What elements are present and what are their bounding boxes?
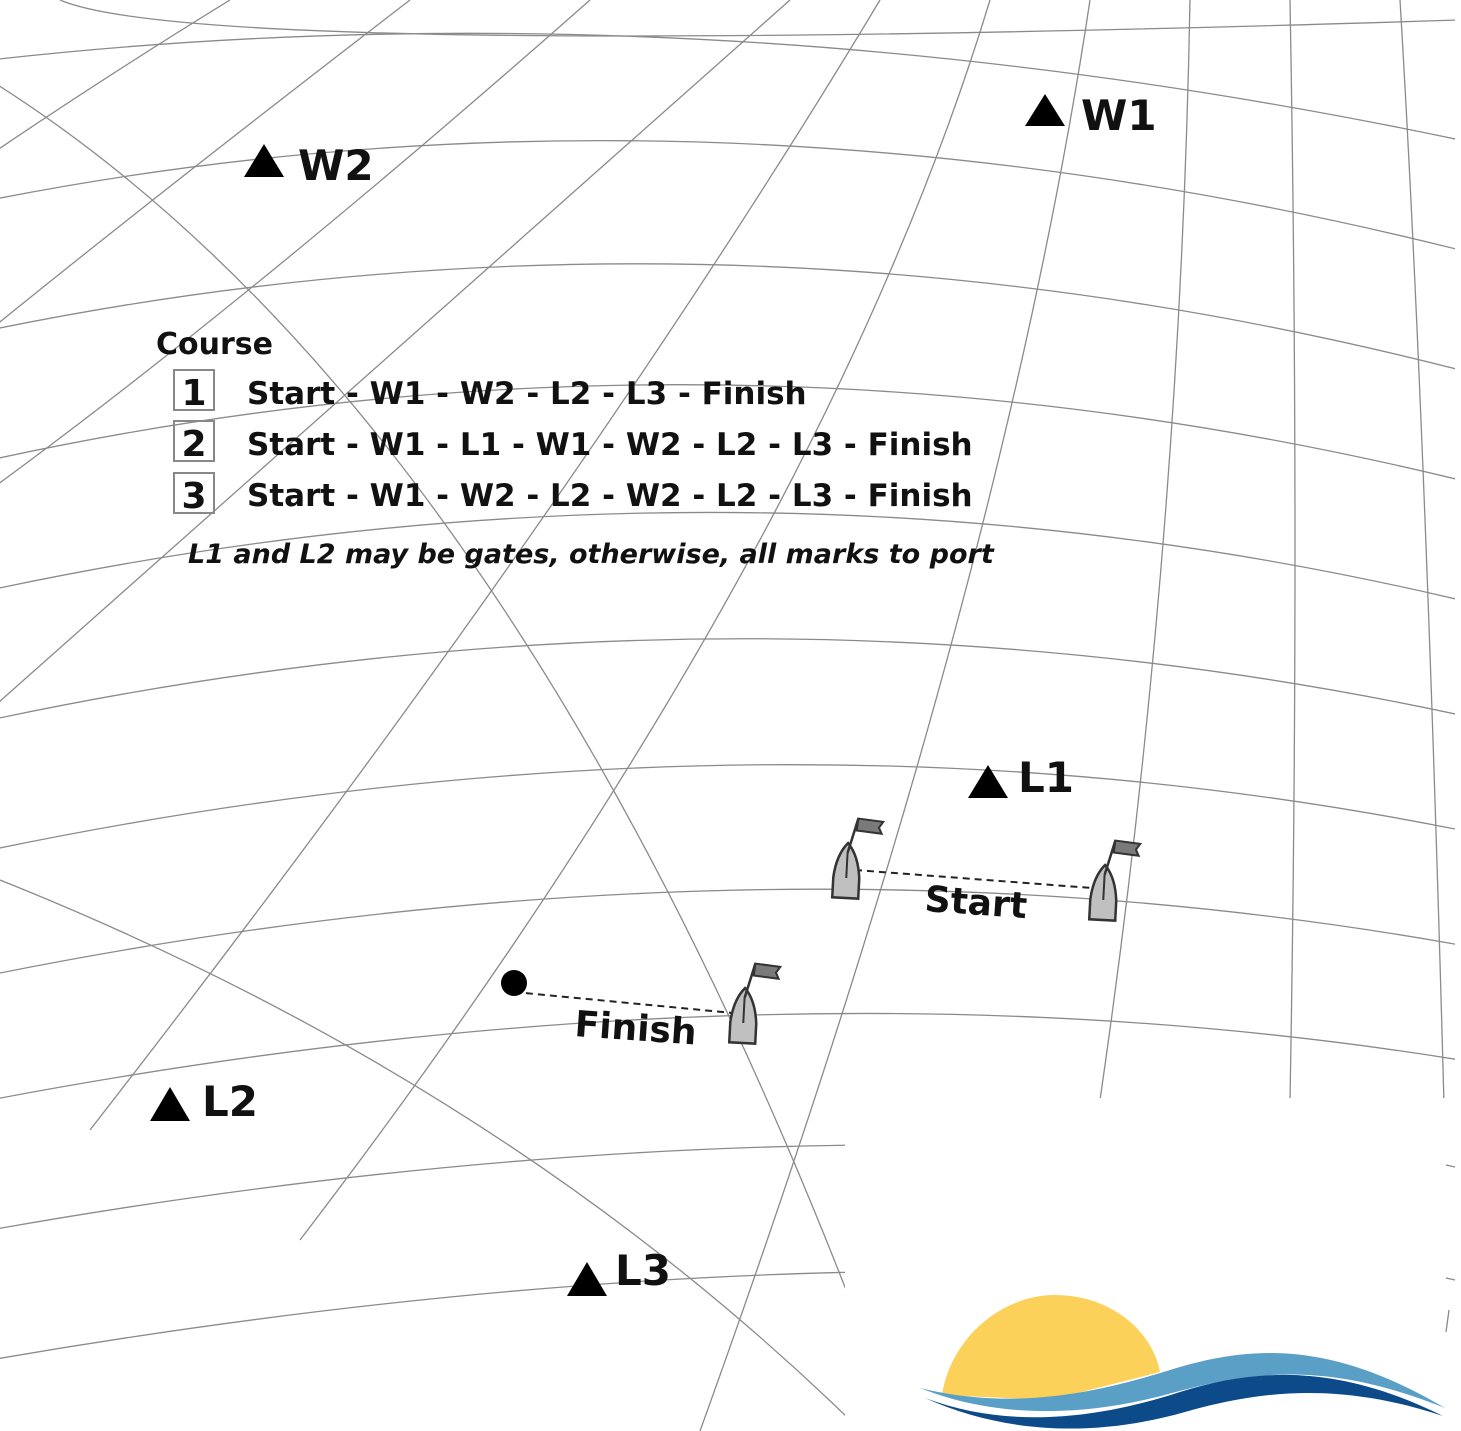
course-legend: Course 1 Start - W1 - W2 - L2 - L3 - Fin… — [156, 327, 995, 570]
mark-label-w2: W2 — [298, 141, 374, 190]
mark-w2: W2 — [244, 141, 374, 190]
course-number: 2 — [181, 424, 206, 465]
grid-line — [299, 0, 991, 1241]
mark-label-l1: L1 — [1018, 753, 1074, 802]
grid-line — [0, 263, 1455, 371]
grid-line — [0, 764, 1455, 851]
wave-light-icon — [920, 1352, 1445, 1412]
triangle-mark-icon — [244, 144, 284, 177]
grid-line — [0, 79, 851, 1301]
grid-line — [0, 511, 1455, 601]
course-route: Start - W1 - L1 - W1 - W2 - L2 - L3 - Fi… — [247, 427, 973, 463]
wave-dark-icon — [925, 1374, 1443, 1429]
sun-wave-logo — [920, 1295, 1445, 1429]
mark-label-l3: L3 — [615, 1246, 671, 1295]
start-line — [854, 869, 1093, 889]
edge-ticks — [1445, 1164, 1456, 1333]
course-note: L1 and L2 may be gates, otherwise, all m… — [188, 539, 995, 570]
grid-line — [699, 0, 1091, 1431]
finish-label: Finish — [573, 1004, 698, 1053]
grid-line — [0, 0, 591, 491]
course-number-box — [173, 472, 215, 514]
mark-l1: L1 — [968, 753, 1074, 802]
triangle-mark-icon — [1025, 94, 1065, 126]
grid-line — [0, 0, 231, 156]
finish-committee-boat — [727, 962, 783, 1045]
grid-line — [0, 638, 1455, 721]
mark-l3: L3 — [567, 1246, 671, 1296]
grid-line — [0, 888, 1455, 976]
mark-label-w1: W1 — [1081, 91, 1157, 140]
grid-line — [0, 0, 791, 711]
grid-line — [0, 384, 1455, 481]
triangle-mark-icon — [150, 1087, 190, 1121]
course-title: Course — [156, 327, 273, 362]
grid-line — [1399, 0, 1451, 1341]
grid-line — [59, 0, 1455, 37]
mark-l2: L2 — [150, 1077, 258, 1126]
grid-line — [89, 0, 881, 1131]
course-route: Start - W1 - W2 - L2 - W2 - L2 - L3 - Fi… — [247, 478, 973, 514]
grid-line — [0, 879, 851, 1421]
sun-icon — [942, 1295, 1160, 1400]
mark-label-l2: L2 — [202, 1077, 258, 1126]
triangle-mark-icon — [968, 765, 1008, 798]
grid-line — [0, 0, 411, 331]
grid-line — [0, 140, 1455, 251]
course-number: 3 — [181, 476, 206, 517]
mark-w1: W1 — [1025, 91, 1157, 140]
course-route: Start - W1 - W2 - L2 - L3 - Finish — [247, 376, 807, 412]
course-number-box — [173, 369, 215, 411]
course-number-box — [173, 420, 215, 462]
grid-line — [1289, 0, 1296, 1101]
start-pin-boat — [830, 817, 886, 900]
grid-line — [0, 1144, 1455, 1231]
grid-line — [1099, 0, 1191, 1101]
finish-line — [513, 991, 734, 1014]
finish-pin-buoy — [501, 970, 527, 996]
course-number: 1 — [181, 373, 206, 414]
grid-line — [0, 32, 1455, 141]
start-label: Start — [923, 879, 1028, 927]
start-committee-boat — [1087, 839, 1143, 922]
triangle-mark-icon — [567, 1262, 607, 1296]
